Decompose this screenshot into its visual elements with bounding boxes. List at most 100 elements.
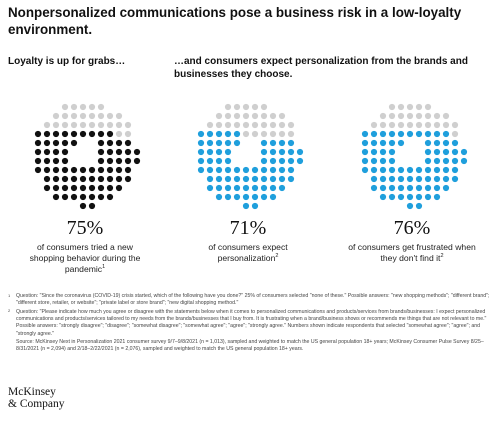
dot-empty (269, 121, 277, 129)
dot-filled (61, 148, 69, 156)
dot-filled (34, 157, 42, 165)
dot-empty (287, 121, 295, 129)
dot-filled (242, 193, 250, 201)
dot-filled (43, 166, 51, 174)
dot-filled (278, 139, 286, 147)
dot-filled (388, 193, 396, 201)
caption-text: of consumers tried a new shopping behavi… (29, 242, 141, 274)
dot-matrix-expect-personalization (197, 103, 304, 210)
dot-filled (269, 175, 277, 183)
dot-filled (442, 139, 450, 147)
dot-filled (388, 166, 396, 174)
dot-empty (79, 121, 87, 129)
dot-filled (388, 184, 396, 192)
dot-filled (52, 148, 60, 156)
dot-filled (442, 175, 450, 183)
dot-empty (251, 130, 259, 138)
dot-filled (442, 130, 450, 138)
dot-empty (424, 121, 432, 129)
dot-filled (415, 193, 423, 201)
dot-filled (106, 175, 114, 183)
dot-filled (206, 157, 214, 165)
dot-filled (424, 166, 432, 174)
dot-empty (388, 121, 396, 129)
dot-filled (397, 175, 405, 183)
dot-filled (370, 148, 378, 156)
dot-filled (43, 130, 51, 138)
dot-empty (269, 130, 277, 138)
dot-empty (379, 112, 387, 120)
dot-filled (451, 175, 459, 183)
dot-filled (388, 157, 396, 165)
stat-value: 75% (66, 217, 104, 239)
dot-empty (424, 103, 432, 111)
dot-filled (61, 157, 69, 165)
dot-filled (397, 184, 405, 192)
dot-filled (388, 148, 396, 156)
dot-filled (379, 157, 387, 165)
footnote-2: 2 Question: "Please indicate how much you… (8, 308, 494, 338)
dot-filled (61, 139, 69, 147)
dot-filled (251, 184, 259, 192)
footnote-1: 1 Question: "Since the coronavirus (COVID… (8, 293, 494, 307)
dot-filled (97, 139, 105, 147)
dot-filled (52, 166, 60, 174)
dot-empty (397, 121, 405, 129)
dot-filled (197, 130, 205, 138)
dot-filled (415, 175, 423, 183)
dot-empty (97, 112, 105, 120)
dot-empty (451, 121, 459, 129)
dot-filled (424, 157, 432, 165)
dot-filled (88, 175, 96, 183)
dot-filled (451, 139, 459, 147)
dot-filled (361, 148, 369, 156)
dot-empty (70, 103, 78, 111)
dot-empty (79, 103, 87, 111)
dot-filled (88, 193, 96, 201)
dot-filled (388, 175, 396, 183)
stat-caption: of consumers expect personalization2 (183, 242, 313, 264)
dot-empty (242, 103, 250, 111)
footnote-marker: 1 (102, 264, 106, 271)
dot-empty (287, 130, 295, 138)
dot-filled (242, 175, 250, 183)
dot-empty (251, 112, 259, 120)
stat-panel-frustrated: 76% of consumers get frustrated when the… (347, 96, 477, 276)
dot-empty (124, 121, 132, 129)
dot-filled (197, 139, 205, 147)
dot-filled (442, 166, 450, 174)
dot-filled (97, 175, 105, 183)
dot-filled (61, 130, 69, 138)
dot-filled (79, 184, 87, 192)
dot-filled (133, 157, 141, 165)
dot-filled (424, 139, 432, 147)
dot-filled (269, 157, 277, 165)
dot-filled (233, 175, 241, 183)
dot-empty (415, 112, 423, 120)
dot-filled (224, 157, 232, 165)
dot-filled (260, 184, 268, 192)
dot-filled (52, 157, 60, 165)
dot-empty (224, 103, 232, 111)
dot-filled (115, 166, 123, 174)
dot-filled (215, 175, 223, 183)
dot-filled (52, 184, 60, 192)
dot-filled (106, 130, 114, 138)
dot-empty (70, 121, 78, 129)
dot-filled (70, 130, 78, 138)
dot-empty (215, 121, 223, 129)
dot-filled (70, 166, 78, 174)
dot-empty (260, 121, 268, 129)
footnote-marker: 2 (440, 253, 444, 260)
dot-filled (433, 148, 441, 156)
dot-empty (278, 130, 286, 138)
dot-filled (133, 148, 141, 156)
dot-filled (215, 184, 223, 192)
dot-filled (269, 184, 277, 192)
dot-filled (115, 139, 123, 147)
dot-filled (224, 148, 232, 156)
dot-filled (197, 166, 205, 174)
dot-filled (287, 157, 295, 165)
dot-filled (397, 139, 405, 147)
dot-filled (79, 166, 87, 174)
